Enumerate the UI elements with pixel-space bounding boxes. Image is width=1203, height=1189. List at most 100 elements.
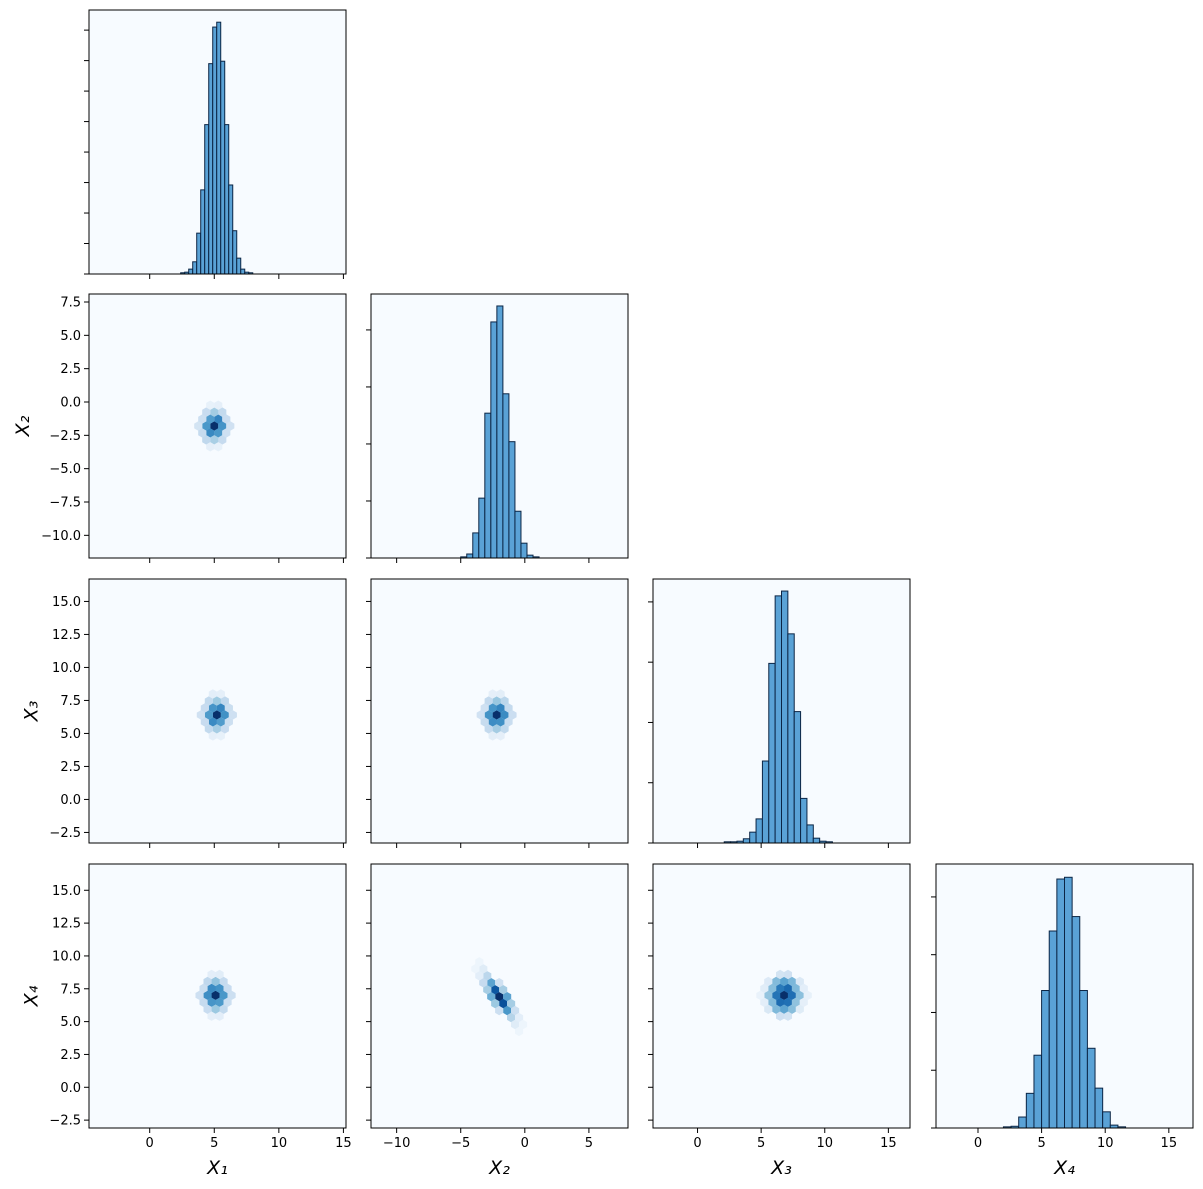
histogram-bar [514,510,522,559]
hexbin-cell [219,976,228,987]
hexbin-cell [224,703,233,713]
hexbin-cell [202,435,211,445]
hexbin-cell [488,731,497,741]
hexbin-cell [204,710,213,720]
y-tick-label: 10.0 [52,661,81,676]
histogram-bar [472,532,480,559]
x-axis-label: X₄ [1053,1157,1075,1179]
histogram-bar [812,837,821,844]
hexbin-cell [514,1026,524,1037]
hexbin-cell [776,997,785,1007]
hexbin-cell [475,971,484,981]
histogram-bar [1071,916,1081,1129]
hexbin-cell [783,997,793,1007]
y-axis-label: X₃ [20,701,42,723]
hexbin-cell [768,997,777,1007]
x-tick-label: 0 [146,1136,154,1151]
hexbin-cell [220,696,229,706]
histogram-bar [188,268,194,275]
hexbin-cell [495,1005,504,1016]
panel-frame [652,578,911,844]
hexbin-cell [214,414,223,424]
y-tick-label: −2.5 [49,826,81,841]
hexbin-cell [499,998,508,1009]
x-tick-label: 15 [880,1136,897,1151]
hexbin-cell [216,717,225,727]
hexbin-cell [199,997,208,1007]
hexbin-cell [783,969,793,980]
hexbin-cell [210,407,219,417]
hexbin-cell [496,703,505,713]
x-tick-label: 15 [1161,1136,1178,1151]
hexbin-cell [764,990,773,1001]
hexbin-cell [507,998,516,1009]
hexbin-cell [195,990,204,1001]
hexbin-cell [206,442,215,452]
hexbin-cell [215,997,224,1007]
hexbin-cell [768,983,777,994]
hexbin-cell [204,696,213,706]
panel-frame [88,863,347,1129]
histogram-bar [793,711,802,844]
x-axis-label: X₁ [206,1157,228,1179]
hexbin-cell [779,976,789,987]
hexbin-cell [210,435,219,445]
hexbin-cell [503,991,512,1002]
hexbin-cell [216,703,225,713]
x-axis-label: X₃ [770,1157,792,1179]
hexbin-cell [207,969,216,980]
hexbin-cell [476,710,485,720]
histogram-bar [466,553,474,559]
hexbin-cell [219,990,228,1001]
histogram-bar [800,797,808,844]
histogram-bar [768,662,776,844]
y-tick-label: 7.5 [60,982,81,997]
hexbin-cell [772,1004,781,1014]
hexbin-cell [211,976,220,987]
hexbin-cell [222,414,231,424]
hexbin-cell [492,724,501,734]
hexbin-cell [198,428,207,438]
histogram-bar [212,26,218,275]
hexbin-cell [779,1004,789,1014]
y-tick-label: −2.5 [49,429,81,444]
hexbin-cell [783,1011,793,1021]
hexbin-cell [215,1011,224,1021]
histogram-bar [781,590,789,844]
hexbin-cell [764,1004,773,1014]
y-tick-label: 10.0 [52,949,81,964]
x-tick-label: 5 [757,1136,765,1151]
hexbin-cell [219,1004,228,1014]
histogram-bar [1033,1054,1043,1129]
hexbin-cell [511,1005,520,1016]
hexbin-cell [500,696,509,706]
hexbin-cell [787,990,796,1001]
hexbin-cell [491,985,500,995]
panel-frame [370,578,629,844]
histogram-bar [220,60,226,275]
hexbin-cell [218,435,227,445]
hexbin-cell [208,703,217,713]
hexbin-cell [518,1019,528,1030]
hexbin-cell [496,731,505,741]
y-tick-label: 2.5 [60,760,81,775]
hexbin-cell [495,991,504,1002]
hexbin-cell [471,964,480,974]
histogram-bar [1102,1111,1111,1129]
histogram-bar [496,305,504,559]
hexbin-cell [483,971,492,981]
histogram-bar [232,230,238,275]
hexbin-cell [480,703,489,713]
histogram-bar [224,124,230,275]
y-tick-label: −10.0 [41,529,81,544]
x-tick-label: 0 [521,1136,529,1151]
hexbin-cell [198,414,207,424]
hexbin-cell [208,717,217,727]
hexbin-cell [499,985,508,995]
hexbin-cell [488,717,497,727]
histogram-bar [1025,1092,1035,1129]
x-tick-label: 5 [210,1136,218,1151]
hexbin-cell [214,442,223,452]
panel-frame [88,578,347,844]
histogram-bar [484,412,492,559]
